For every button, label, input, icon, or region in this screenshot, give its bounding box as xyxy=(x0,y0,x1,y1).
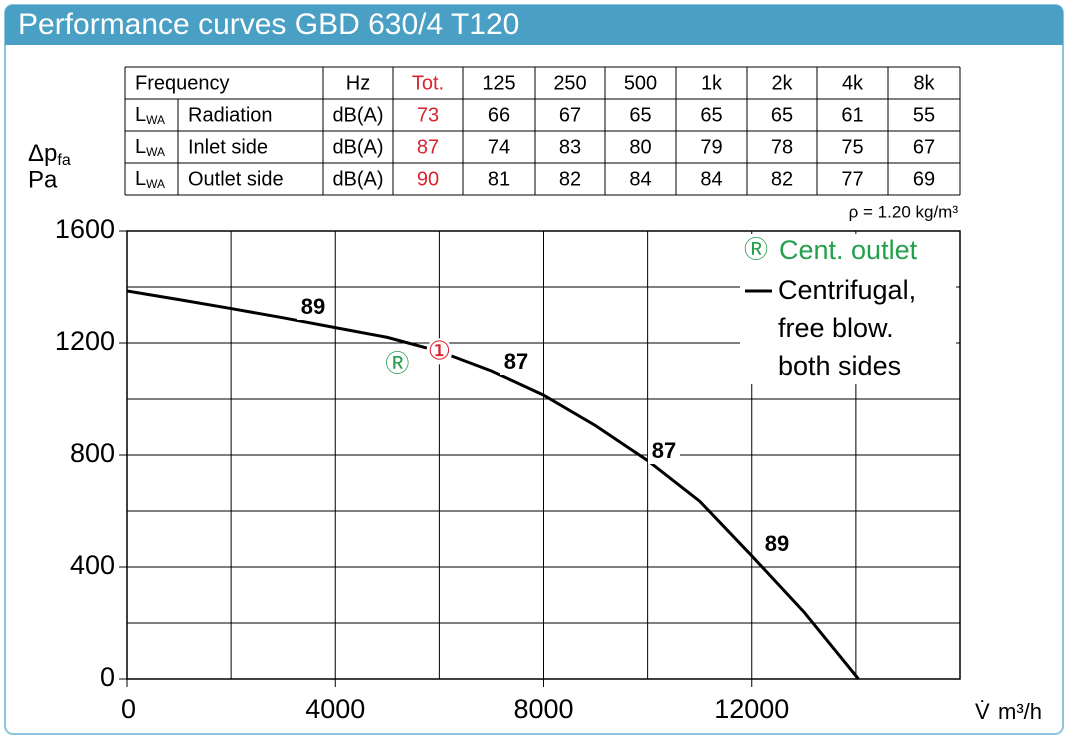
table-header: 1k xyxy=(701,72,723,94)
curve-label-bg xyxy=(648,440,680,464)
y-axis-label: Δpfa xyxy=(28,140,71,169)
x-tick-label: 0 xyxy=(121,694,136,724)
table-header: 125 xyxy=(482,72,515,94)
table-value: 81 xyxy=(488,168,510,190)
y-axis-unit: Pa xyxy=(28,166,58,193)
table-value: 80 xyxy=(629,136,651,158)
curve-label-bg xyxy=(500,351,532,375)
table-symbol: LWA xyxy=(135,104,165,127)
operating-point-bg xyxy=(426,338,453,365)
symbol-sub: WA xyxy=(146,177,165,191)
y-tick-label: 1200 xyxy=(55,326,115,356)
table-header: Hz xyxy=(346,72,370,94)
plot-border xyxy=(126,230,961,680)
table-value: 87 xyxy=(417,136,439,158)
table-value: 84 xyxy=(700,168,722,190)
operating-point: ① xyxy=(428,335,451,365)
row-unit: dB(A) xyxy=(332,136,383,158)
table-value: 82 xyxy=(559,168,581,190)
curve-label: 89 xyxy=(765,531,789,556)
row-label: Radiation xyxy=(188,104,273,126)
table-header: 2k xyxy=(771,72,793,94)
legend-label: Cent. outlet xyxy=(779,235,918,265)
table-symbol: LWA xyxy=(135,136,165,159)
row-label: Inlet side xyxy=(188,136,268,158)
y-axis-sub: fa xyxy=(57,152,70,169)
title-bar xyxy=(5,5,1063,45)
x-axis-symbol: V̇ xyxy=(975,699,990,724)
x-tick-label: 8000 xyxy=(513,694,573,724)
symbol: L xyxy=(135,136,146,158)
table-header: 8k xyxy=(913,72,935,94)
curve-label: 87 xyxy=(504,349,528,374)
legend-marker: Ⓡ xyxy=(744,236,768,263)
y-tick-label: 800 xyxy=(70,438,115,468)
symbol: L xyxy=(135,168,146,190)
table-value: 73 xyxy=(417,104,439,126)
symbol-sub: WA xyxy=(146,145,165,159)
y-tick-label: 1600 xyxy=(55,214,115,244)
table-header: 4k xyxy=(842,72,864,94)
symbol: L xyxy=(135,104,146,126)
row-unit: dB(A) xyxy=(332,168,383,190)
curve-label-bg xyxy=(297,296,329,320)
curve-label: 87 xyxy=(652,438,676,463)
table-header: Frequency xyxy=(135,72,230,94)
curve xyxy=(126,289,860,680)
legend-label: Centrifugal, free blow. both sides xyxy=(778,275,917,381)
symbol-sub: WA xyxy=(146,113,165,127)
table-value: 65 xyxy=(700,104,722,126)
table-value: 65 xyxy=(629,104,651,126)
outlet-marker: Ⓡ xyxy=(385,351,409,378)
table-header: 500 xyxy=(624,72,657,94)
table-value: 84 xyxy=(629,168,651,190)
table-value: 75 xyxy=(841,136,863,158)
table-value: 82 xyxy=(771,168,793,190)
page-title: Performance curves GBD 630/4 T120 xyxy=(18,8,519,41)
curve-label: 89 xyxy=(301,294,325,319)
table-header: Tot. xyxy=(412,72,444,94)
table-value: 61 xyxy=(841,104,863,126)
table-header: 250 xyxy=(553,72,586,94)
x-tick-label: 12000 xyxy=(714,694,789,724)
legend-box xyxy=(740,234,956,384)
row-unit: dB(A) xyxy=(332,104,383,126)
table-value: 67 xyxy=(913,136,935,158)
x-tick-label: 4000 xyxy=(305,694,365,724)
table-value: 78 xyxy=(771,136,793,158)
table-value: 55 xyxy=(913,104,935,126)
y-tick-label: 0 xyxy=(100,662,115,692)
x-axis-unit: m³/h xyxy=(998,699,1042,724)
table-value: 90 xyxy=(417,168,439,190)
row-label: Outlet side xyxy=(188,168,284,190)
y-tick-label: 400 xyxy=(70,550,115,580)
y-axis-symbol: Δp xyxy=(28,140,57,167)
table-value: 66 xyxy=(488,104,510,126)
table-value: 83 xyxy=(559,136,581,158)
table-symbol: LWA xyxy=(135,168,165,191)
table-value: 69 xyxy=(913,168,935,190)
table-value: 77 xyxy=(841,168,863,190)
table-value: 74 xyxy=(488,136,510,158)
density-note: ρ = 1.20 kg/m³ xyxy=(849,202,959,221)
table-value: 65 xyxy=(771,104,793,126)
table-value: 67 xyxy=(559,104,581,126)
table-value: 79 xyxy=(700,136,722,158)
curve-label-bg xyxy=(761,533,793,557)
